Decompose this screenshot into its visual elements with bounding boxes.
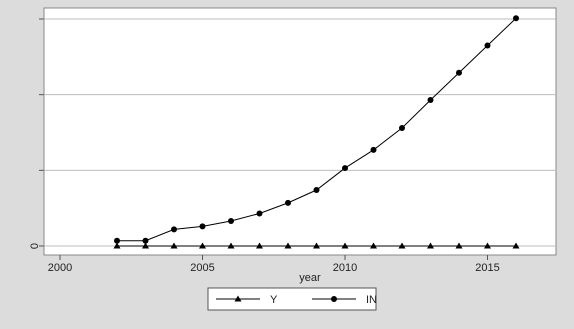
data-point-triangle (313, 242, 320, 249)
data-point-triangle (455, 242, 463, 249)
data-point-triangle (427, 242, 434, 249)
x-tick-label: 2000 (48, 262, 72, 274)
data-point-circle (370, 146, 377, 153)
data-point-circle (484, 42, 491, 49)
axes: 0 2000 2005 2010 2015 (29, 18, 500, 274)
x-axis-title: year (299, 272, 321, 284)
data-point-circle (171, 226, 177, 233)
legend-item-y: Y (216, 294, 278, 306)
series-in (114, 15, 519, 244)
data-point-circle (399, 124, 405, 131)
data-point-circle (331, 296, 337, 302)
data-point-circle (228, 218, 234, 225)
legend-box (207, 287, 377, 311)
legend: Y IN (207, 287, 377, 311)
data-point-triangle (199, 242, 206, 249)
data-point-triangle (284, 242, 292, 249)
data-point-triangle (256, 242, 263, 249)
data-point-triangle (341, 242, 349, 249)
x-tick-label: 2015 (475, 262, 499, 274)
data-point-triangle (170, 242, 178, 249)
x-tick-label: 2010 (333, 262, 357, 274)
data-point-circle (456, 69, 462, 76)
data-point-circle (114, 237, 120, 244)
data-point-triangle (398, 242, 406, 249)
legend-label: Y (270, 294, 278, 306)
data-point-triangle (142, 242, 149, 249)
data-point-triangle (227, 242, 235, 249)
x-tick-label: 2005 (190, 262, 214, 274)
data-point-circle (285, 199, 291, 206)
data-point-circle (513, 15, 519, 22)
data-point-triangle (370, 242, 377, 249)
data-point-circle (342, 165, 348, 172)
plot-area (43, 7, 557, 256)
series-layer (113, 15, 520, 249)
data-point-circle (199, 223, 206, 230)
legend-label: IN (366, 294, 377, 306)
data-point-triangle (113, 242, 121, 249)
data-point-circle (256, 210, 263, 217)
data-point-circle (142, 237, 149, 244)
data-point-triangle (484, 242, 491, 249)
series-y (113, 242, 520, 249)
data-point-circle (313, 187, 320, 194)
data-point-circle (427, 96, 434, 103)
y-tick-label: 0 (29, 243, 41, 249)
legend-item-in: IN (312, 294, 377, 306)
data-point-triangle (512, 242, 520, 249)
data-point-triangle (234, 295, 242, 302)
